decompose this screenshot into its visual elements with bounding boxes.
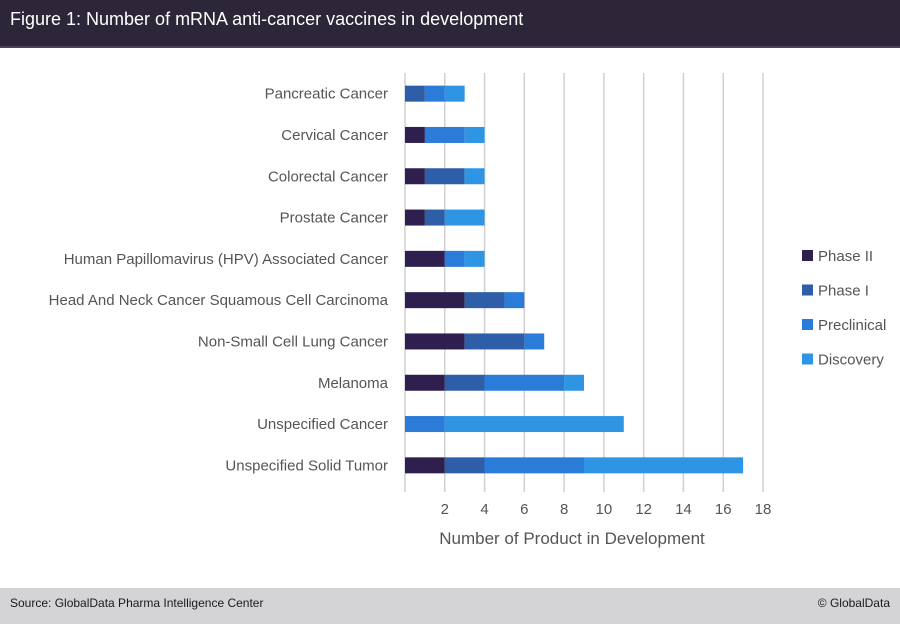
bar-preclinical-0: [424, 85, 445, 102]
bar-phase-ii-5: [405, 292, 465, 309]
category-label: Non-Small Cell Lung Cancer: [198, 333, 388, 350]
x-tick-label: 6: [520, 501, 528, 518]
bar-phase-ii-2: [405, 168, 425, 185]
figure-title: Figure 1: Number of mRNA anti-cancer vac…: [10, 9, 524, 29]
figure-header: Figure 1: Number of mRNA anti-cancer vac…: [0, 0, 900, 46]
bar-preclinical-5: [504, 292, 525, 309]
legend-label: Phase I: [818, 283, 869, 300]
x-tick-label: 16: [715, 501, 732, 518]
bar-phase-i-2: [424, 168, 465, 185]
x-tick-label: 14: [675, 501, 692, 518]
bar-phase-ii-6: [405, 333, 465, 350]
bar-preclinical-8: [405, 416, 445, 433]
header-divider: [0, 46, 900, 48]
legend-swatch-discovery: [802, 353, 813, 365]
legend-label: Preclinical: [818, 317, 886, 334]
bar-phase-i-5: [464, 292, 505, 309]
legend: Phase II Phase I Preclinical Discovery: [802, 248, 886, 369]
bar-phase-i-9: [444, 457, 485, 474]
legend-label: Discovery: [818, 352, 884, 369]
bar-discovery-4: [464, 250, 485, 267]
category-label: Unspecified Solid Tumor: [225, 457, 388, 474]
category-label: Colorectal Cancer: [268, 168, 388, 185]
bar-discovery-9: [584, 457, 744, 474]
category-label: Melanoma: [318, 375, 389, 392]
bar-preclinical-6: [524, 333, 545, 350]
x-tick-labels: 2 4 6 8 10 12 14 16 18: [441, 501, 772, 518]
bar-preclinical-9: [484, 457, 584, 474]
category-label: Unspecified Cancer: [257, 416, 388, 433]
legend-swatch-preclinical: [802, 319, 813, 330]
bar-phase-ii-3: [405, 209, 425, 226]
bar-preclinical-1: [424, 126, 465, 143]
legend-swatch-phase-i: [802, 284, 813, 296]
legend-swatch-phase-ii: [802, 250, 813, 261]
bars: [405, 85, 744, 474]
category-label: Human Papillomavirus (HPV) Associated Ca…: [64, 251, 388, 268]
bar-phase-ii-7: [405, 374, 445, 391]
bar-discovery-2: [464, 168, 485, 185]
bar-preclinical-7: [484, 374, 565, 391]
bar-phase-ii-1: [405, 126, 425, 143]
category-label: Prostate Cancer: [280, 210, 388, 227]
category-label: Head And Neck Cancer Squamous Cell Carci…: [49, 292, 389, 309]
x-tick-label: 4: [480, 501, 488, 518]
bar-discovery-7: [564, 374, 584, 391]
source-note: Source: GlobalData Pharma Intelligence C…: [10, 596, 264, 610]
x-tick-label: 2: [441, 501, 449, 518]
bar-discovery-0: [444, 85, 465, 102]
x-tick-label: 10: [596, 501, 613, 518]
category-labels: Pancreatic Cancer Cervical Cancer Colorect…: [49, 86, 389, 475]
figure-footer: Source: GlobalData Pharma Intelligence C…: [0, 588, 900, 624]
bar-phase-i-3: [424, 209, 445, 226]
bar-phase-i-6: [464, 333, 525, 350]
legend-label: Phase II: [818, 248, 873, 265]
bar-discovery-1: [464, 126, 485, 143]
bar-phase-i-7: [444, 374, 485, 391]
x-tick-label: 8: [560, 501, 568, 518]
category-label: Pancreatic Cancer: [265, 86, 388, 103]
bar-discovery-3: [444, 209, 485, 226]
x-tick-label: 18: [755, 501, 772, 518]
x-axis-title: Number of Product in Development: [439, 529, 705, 548]
stacked-bar-chart: Pancreatic Cancer Cervical Cancer Colorect…: [49, 73, 886, 548]
bar-phase-i-0: [405, 85, 425, 102]
bar-discovery-8: [444, 416, 624, 433]
copyright-note: © GlobalData: [817, 596, 890, 610]
bar-phase-ii-9: [405, 457, 445, 474]
bar-phase-ii-4: [405, 250, 445, 267]
category-label: Cervical Cancer: [281, 127, 388, 144]
x-tick-label: 12: [635, 501, 652, 518]
bar-preclinical-4: [444, 250, 465, 267]
